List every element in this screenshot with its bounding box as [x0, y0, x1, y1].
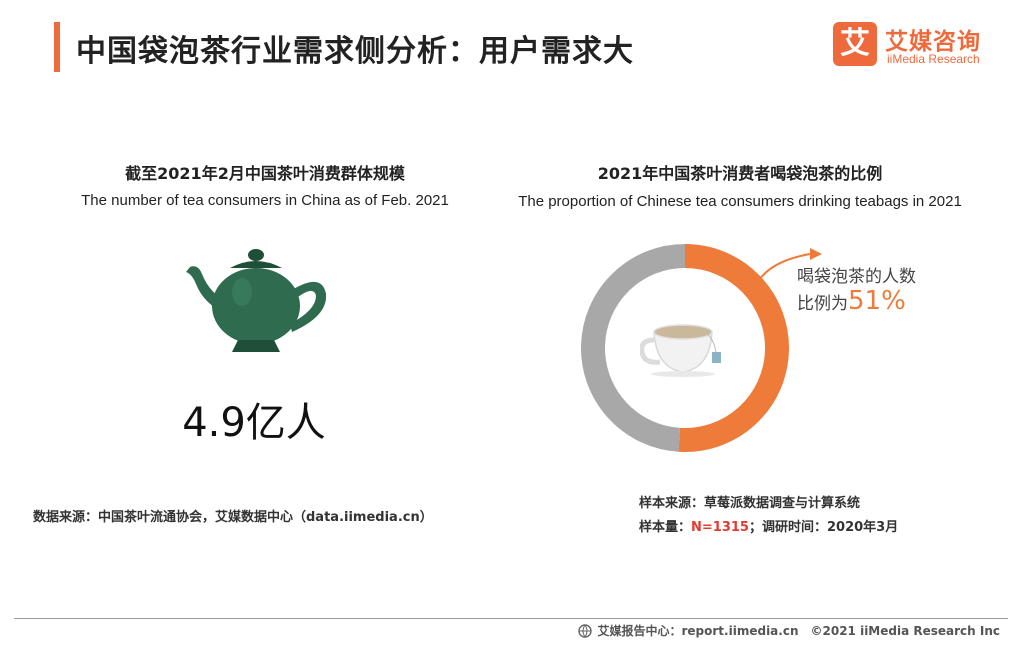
- donut-slice-2: [581, 244, 686, 452]
- callout-percentage: 51%: [848, 286, 906, 316]
- logo-mark: 艾: [833, 22, 877, 66]
- tea-cup-icon: [640, 324, 721, 377]
- globe-icon: [578, 623, 593, 638]
- sample-size-label: 样本量：: [639, 520, 692, 535]
- callout-label: 喝袋泡茶的人数: [797, 267, 916, 287]
- donut-slice-1: [678, 244, 789, 452]
- sample-size-value: N=1315: [691, 520, 749, 535]
- data-source-note: 数据来源：中国茶叶流通协会，艾媒数据中心（data.iimedia.cn）: [33, 510, 433, 525]
- footer: 艾媒报告中心： report.iimedia.cn ©2021 iiMedia …: [578, 622, 1000, 639]
- teabag-proportion-donut-chart: [581, 244, 789, 452]
- callout-prefix: 比例为: [797, 294, 848, 314]
- footer-divider: [14, 618, 1008, 619]
- tea-consumer-count: 4.9亿人: [182, 400, 326, 446]
- footer-report-link[interactable]: report.iimedia.cn: [681, 623, 799, 638]
- sample-source-note: 样本来源：草莓派数据调查与计算系统: [639, 496, 861, 511]
- left-panel-title-en: The number of tea consumers in China as …: [81, 192, 449, 209]
- logo-english-name: iiMedia Research: [887, 52, 980, 66]
- callout-arrow-icon: [753, 248, 822, 291]
- left-panel-title-cn: 截至2021年2月中国茶叶消费群体规模: [125, 164, 405, 183]
- footer-copyright: ©2021 iiMedia Research Inc: [810, 623, 1001, 638]
- page-title: 中国袋泡茶行业需求侧分析：用户需求大: [76, 34, 634, 69]
- right-panel-title-cn: 2021年中国茶叶消费者喝袋泡茶的比例: [597, 164, 883, 183]
- footer-label: 艾媒报告中心：: [597, 624, 682, 638]
- survey-time: ；调研时间：2020年3月: [748, 520, 899, 535]
- teapot-icon: [186, 249, 327, 352]
- logo-chinese-name: 艾媒咨询: [885, 29, 981, 55]
- right-panel-title-en: The proportion of Chinese tea consumers …: [518, 193, 962, 210]
- iimedia-logo: 艾 艾媒咨询 iiMedia Research: [833, 20, 993, 72]
- sample-size-note: 样本量：N=1315；调研时间：2020年3月: [639, 516, 898, 535]
- callout-value-line: 比例为51%: [797, 286, 906, 316]
- title-accent-bar: [54, 22, 60, 72]
